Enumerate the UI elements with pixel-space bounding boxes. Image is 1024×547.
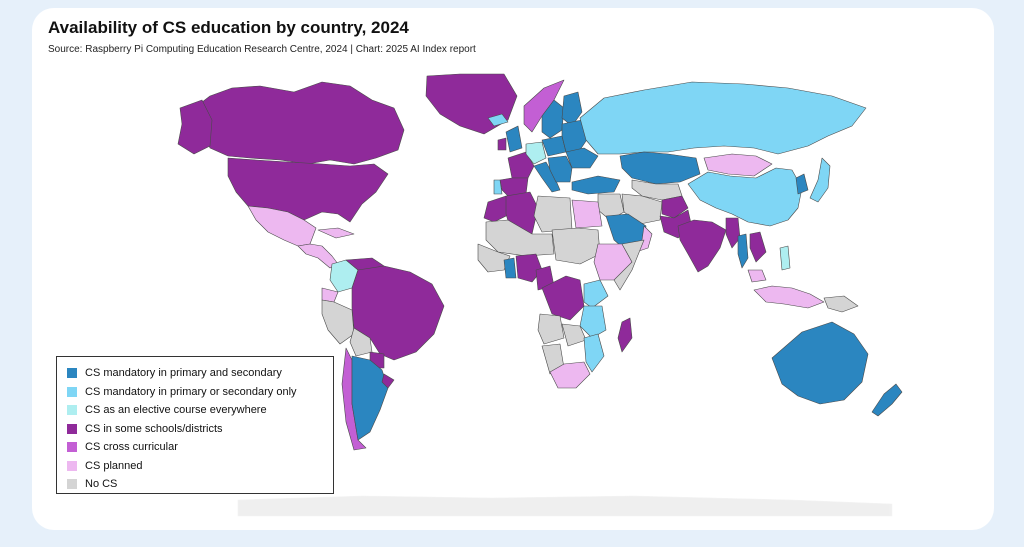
chart-source: Source: Raspberry Pi Computing Education… (48, 44, 476, 55)
legend-swatch (67, 460, 77, 471)
region-japan: Japan (809, 157, 831, 203)
region-alaska: Alaska (177, 99, 213, 155)
region-balkans: Balkans (547, 155, 573, 183)
region-italy: Italy (533, 161, 561, 193)
region-kazakhstan: Kazakhstan (619, 151, 701, 185)
region-peru: Peru (321, 299, 355, 345)
chart-title: Availability of CS education by country,… (48, 18, 409, 37)
legend-label: No CS (85, 478, 118, 491)
legend-label: CS mandatory in primary or secondary onl… (85, 385, 297, 398)
region-uk: United Kingdom (505, 125, 523, 153)
region-china: China (687, 167, 803, 227)
region-thailand: Thailand (737, 233, 749, 269)
region-greenland: Greenland (425, 73, 518, 135)
legend-label: CS as an elective course everywhere (85, 404, 267, 417)
legend-item-cross-curricular: CS cross curricular (67, 438, 333, 457)
map-legend: CS mandatory in primary and secondary CS… (56, 356, 334, 494)
region-ecuador: Ecuador (321, 287, 339, 303)
region-malaysia: Malaysia (747, 269, 767, 283)
region-brazil: Brazil (351, 265, 445, 361)
region-argentina: Argentina (351, 355, 389, 441)
region-south-africa: South Africa (549, 361, 591, 389)
region-papua-new-guinea: Papua New Guinea (823, 295, 859, 313)
legend-swatch (67, 386, 77, 397)
region-bolivia: Bolivia (349, 327, 373, 357)
legend-item-planned: CS planned (67, 457, 333, 476)
legend-swatch (67, 423, 77, 434)
region-turkey: Turkey (571, 175, 621, 195)
region-iceland: Iceland (487, 113, 509, 127)
region-philippines: Philippines (779, 245, 791, 271)
region-tanzania: Tanzania (579, 305, 607, 339)
legend-label: CS cross curricular (85, 441, 178, 454)
legend-swatch (67, 479, 77, 490)
region-uruguay: Uruguay (381, 373, 395, 389)
legend-label: CS mandatory in primary and secondary (85, 367, 282, 380)
region-ghana: Ghana (503, 257, 517, 279)
region-kenya: Kenya (583, 279, 609, 309)
region-russia: Russia (579, 81, 867, 155)
region-somalia: Somalia (613, 239, 645, 291)
legend-item-mandatory-both: CS mandatory in primary and secondary (67, 364, 333, 383)
region-germany: Germany (525, 141, 547, 165)
region-myanmar: Myanmar (725, 217, 741, 249)
legend-item-some-schools: CS in some schools/districts (67, 420, 333, 439)
legend-swatch (67, 368, 77, 379)
legend-item-no-cs: No CS (67, 475, 333, 494)
region-antarctica: Antarctica (237, 495, 893, 517)
legend-label: CS in some schools/districts (85, 422, 223, 435)
legend-swatch (67, 405, 77, 416)
region-finland: Finland (561, 91, 583, 127)
region-australia: Australia (771, 321, 869, 405)
region-west-africa: West Africa (477, 243, 511, 273)
region-ireland: Ireland (497, 137, 507, 151)
chart-card: Availability of CS education by country,… (32, 8, 994, 530)
region-korea: Korea (795, 173, 809, 195)
region-canada: Canada (196, 81, 405, 165)
region-mali-niger: Mali & Niger (485, 219, 555, 257)
legend-swatch (67, 442, 77, 453)
region-morocco: Morocco (483, 195, 511, 223)
region-poland: Poland (541, 135, 567, 157)
region-new-zealand: New Zealand (871, 383, 903, 417)
world-map: Canada Alaska Greenland United States Me… (177, 73, 903, 517)
region-portugal: Portugal (493, 179, 503, 195)
region-sudan: Sudan (551, 227, 601, 265)
region-libya: Libya (533, 195, 573, 233)
region-france: France (507, 151, 535, 179)
legend-item-elective: CS as an elective course everywhere (67, 401, 333, 420)
region-indonesia: Indonesia (753, 285, 825, 309)
region-egypt: Egypt (571, 199, 603, 229)
region-mongolia: Mongolia (703, 153, 773, 177)
region-india: India (677, 219, 727, 273)
region-vietnam: Vietnam (749, 231, 767, 263)
region-cuba: Cuba (317, 227, 355, 239)
region-madagascar: Madagascar (617, 317, 633, 353)
region-angola: Angola (537, 313, 565, 345)
region-mozambique: Mozambique (583, 333, 605, 373)
legend-label: CS planned (85, 459, 143, 472)
legend-item-mandatory-one: CS mandatory in primary or secondary onl… (67, 383, 333, 402)
region-afghanistan: Afghanistan (661, 195, 689, 219)
